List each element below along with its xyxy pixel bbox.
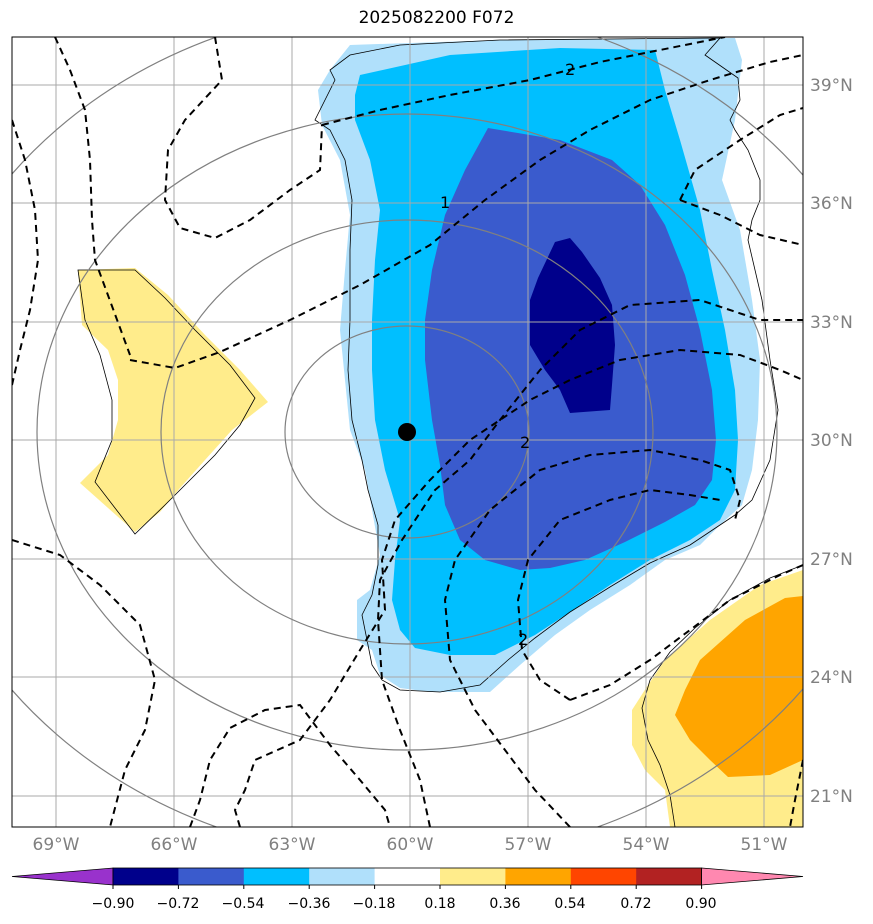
dashed-contour-label2 (443, 448, 742, 827)
dashed-contour-ne2 (679, 107, 803, 201)
dashed-contour-south (516, 488, 721, 701)
dashed-contour-south-center (189, 703, 391, 827)
dashed-contour-se (569, 564, 803, 701)
colorbar-tick-label: 0.36 (489, 896, 520, 912)
latitude-labels: 39°N 36°N 33°N 30°N 27°N 24°N 21°N (810, 76, 853, 807)
colorbar-segment (636, 868, 703, 885)
colorbar-tick-label: 0.72 (620, 896, 651, 912)
boundary-contour-east (314, 37, 779, 693)
dashed-contour-west-inner (163, 37, 323, 240)
range-ring-3 (36, 113, 778, 751)
dashed-contour-label1 (129, 54, 803, 370)
lon-label: 57°W (505, 835, 552, 855)
range-ring-1 (284, 325, 530, 539)
colorbar-tick-label: −0.18 (353, 896, 396, 912)
colorbar-tick-label: −0.90 (92, 896, 135, 912)
dashed-contours (12, 37, 803, 827)
lon-label: 63°W (269, 835, 316, 855)
lat-label: 36°N (810, 194, 853, 214)
dashed-contour-ne1 (679, 199, 803, 246)
colorbar-segment (309, 868, 376, 885)
colorbar-segment (570, 868, 637, 885)
lon-label: 54°W (623, 835, 670, 855)
dashed-contour-se-edge (789, 759, 803, 827)
colorbar (11, 867, 804, 889)
shade-orange-southeast (675, 596, 803, 777)
colorbar-segment (440, 868, 506, 885)
lon-label: 69°W (33, 835, 80, 855)
lat-label: 39°N (810, 76, 853, 96)
contour-label-2-north: 2 (565, 60, 575, 79)
range-ring-2 (160, 219, 654, 645)
colorbar-tick-label: 0.54 (554, 896, 585, 912)
map-frame (11, 36, 804, 828)
dashed-contour-southwest (12, 539, 157, 827)
range-rings (12, 37, 803, 827)
map-title: 2025082200 F072 (358, 8, 515, 28)
boundary-contour-west (77, 269, 256, 535)
colorbar-outline (112, 867, 702, 886)
contour-label-1: 1 (440, 193, 450, 212)
lon-label: 66°W (151, 835, 198, 855)
lon-label: 51°W (741, 835, 788, 855)
colorbar-segment (178, 868, 245, 885)
lat-label: 21°N (810, 787, 853, 807)
dashed-contour-west-upper (54, 37, 131, 356)
colorbar-tick-label: −0.72 (157, 896, 200, 912)
contour-label-2-south: 2 (518, 630, 528, 649)
colorbar-tick-label: 0.90 (685, 896, 716, 912)
colorbar-extend-high (701, 867, 804, 886)
storm-center-marker (398, 423, 416, 441)
lat-label: 24°N (810, 668, 853, 688)
colorbar-tick-label: −0.54 (222, 896, 265, 912)
colorbar-extend-low (11, 867, 114, 886)
shade-yellow-west (78, 268, 268, 532)
contour-label-2-center: 2 (520, 433, 530, 452)
colorbar-segment (374, 868, 441, 885)
colorbar-labels: −0.90 −0.72 −0.54 −0.36 −0.18 0.18 0.36 … (92, 896, 717, 912)
colorbar-tick-label: 0.18 (424, 896, 455, 912)
colorbar-tick-label: −0.36 (288, 896, 331, 912)
colorbar-segment (505, 868, 572, 885)
shade-navy-region (530, 238, 615, 413)
colorbar-segment (113, 868, 179, 885)
longitude-labels: 69°W 66°W 63°W 60°W 57°W 54°W 51°W (33, 835, 788, 855)
lat-label: 27°N (810, 550, 853, 570)
colorbar-segment (243, 868, 310, 885)
lat-label: 33°N (810, 313, 853, 333)
lat-label: 30°N (810, 431, 853, 451)
dashed-contour-north (233, 348, 803, 827)
dashed-contour-west-edge (12, 119, 40, 386)
lon-label: 60°W (387, 835, 434, 855)
